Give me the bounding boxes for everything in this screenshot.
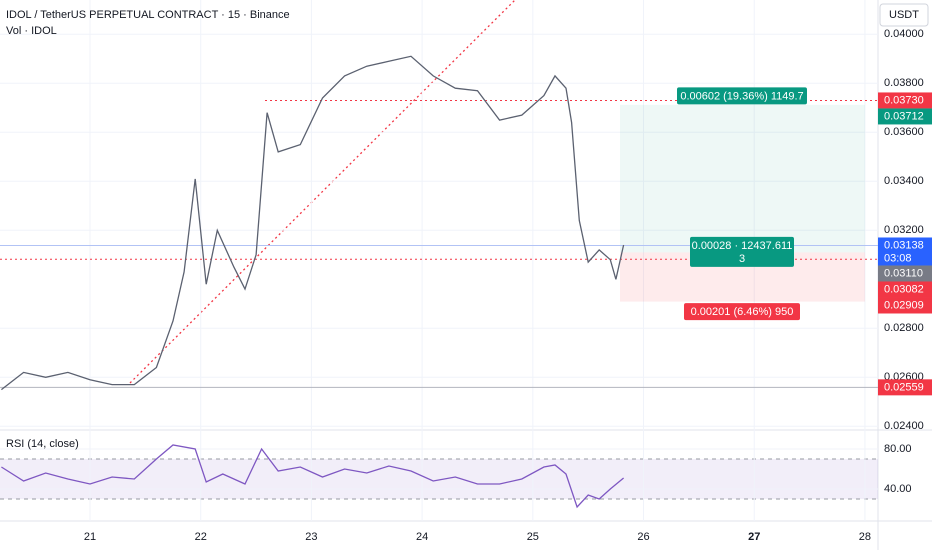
trend-line — [129, 0, 516, 384]
rsi-band — [0, 459, 878, 499]
x-tick-label: 22 — [195, 531, 207, 543]
price-label-box — [878, 108, 932, 125]
price-label: 0.03712 — [884, 110, 924, 122]
position-label-box — [684, 303, 800, 321]
x-tick-label: 27 — [748, 531, 760, 543]
price-label-box — [878, 92, 932, 109]
marks: 21 22 23 24 25 26 27 28 0.04000 0.03800 0.03600 0.0… — [0, 0, 932, 543]
price-label-sub: 03:08 — [884, 252, 912, 264]
y-tick-label: 0.02400 — [884, 420, 924, 432]
price-label-box — [878, 379, 932, 396]
y-tick-label: 40.00 — [884, 483, 912, 495]
y-tick-label: 0.03400 — [884, 175, 924, 187]
x-tick-label: 24 — [416, 531, 428, 543]
position-label-box — [677, 87, 807, 105]
price-label: 0.03110 — [884, 267, 923, 279]
price-label-box — [878, 237, 932, 266]
y-tick-label: 80.00 — [884, 443, 912, 455]
price-line — [1, 444, 625, 509]
y-tick-label: 0.04000 — [884, 28, 924, 40]
position-label: 0.00602 (19.36%) 1149.7 — [680, 90, 803, 102]
price-label: 0.02559 — [884, 381, 924, 393]
price-label: 0.03138 — [884, 239, 924, 251]
price-label-box — [878, 265, 932, 282]
y-tick-label: 0.02800 — [884, 322, 924, 334]
rsi-title: RSI (14, close) — [6, 438, 79, 450]
price-label: 0.03730 — [884, 94, 924, 106]
unit-box[interactable] — [879, 3, 929, 27]
price-line — [1, 55, 625, 391]
chart-title: IDOL / TetherUS PERPETUAL CONTRACT · 15 … — [6, 9, 290, 21]
x-tick-label: 28 — [859, 531, 871, 543]
position-label-box — [690, 236, 794, 267]
x-tick-label: 26 — [637, 531, 649, 543]
position-label: 3 — [739, 253, 745, 265]
y-tick-label: 0.03600 — [884, 126, 924, 138]
price-label: 0.03082 — [884, 283, 924, 295]
target-zone — [620, 104, 865, 253]
price-label-box — [878, 281, 932, 298]
subtitle: Vol · IDOL — [6, 25, 57, 37]
price-label: 0.02909 — [884, 299, 924, 311]
x-tick-label: 23 — [305, 531, 317, 543]
position-label: 0.00028 · 12437.611 — [692, 240, 793, 252]
price-label-box — [878, 297, 932, 314]
y-tick-label: 0.03200 — [884, 224, 924, 236]
unit: USDT — [889, 9, 919, 21]
y-tick-label: 0.03800 — [884, 77, 924, 89]
x-tick-label: 25 — [527, 531, 539, 543]
position-label: 0.00201 (6.46%) 950 — [691, 306, 794, 318]
x-tick-label: 21 — [84, 531, 96, 543]
